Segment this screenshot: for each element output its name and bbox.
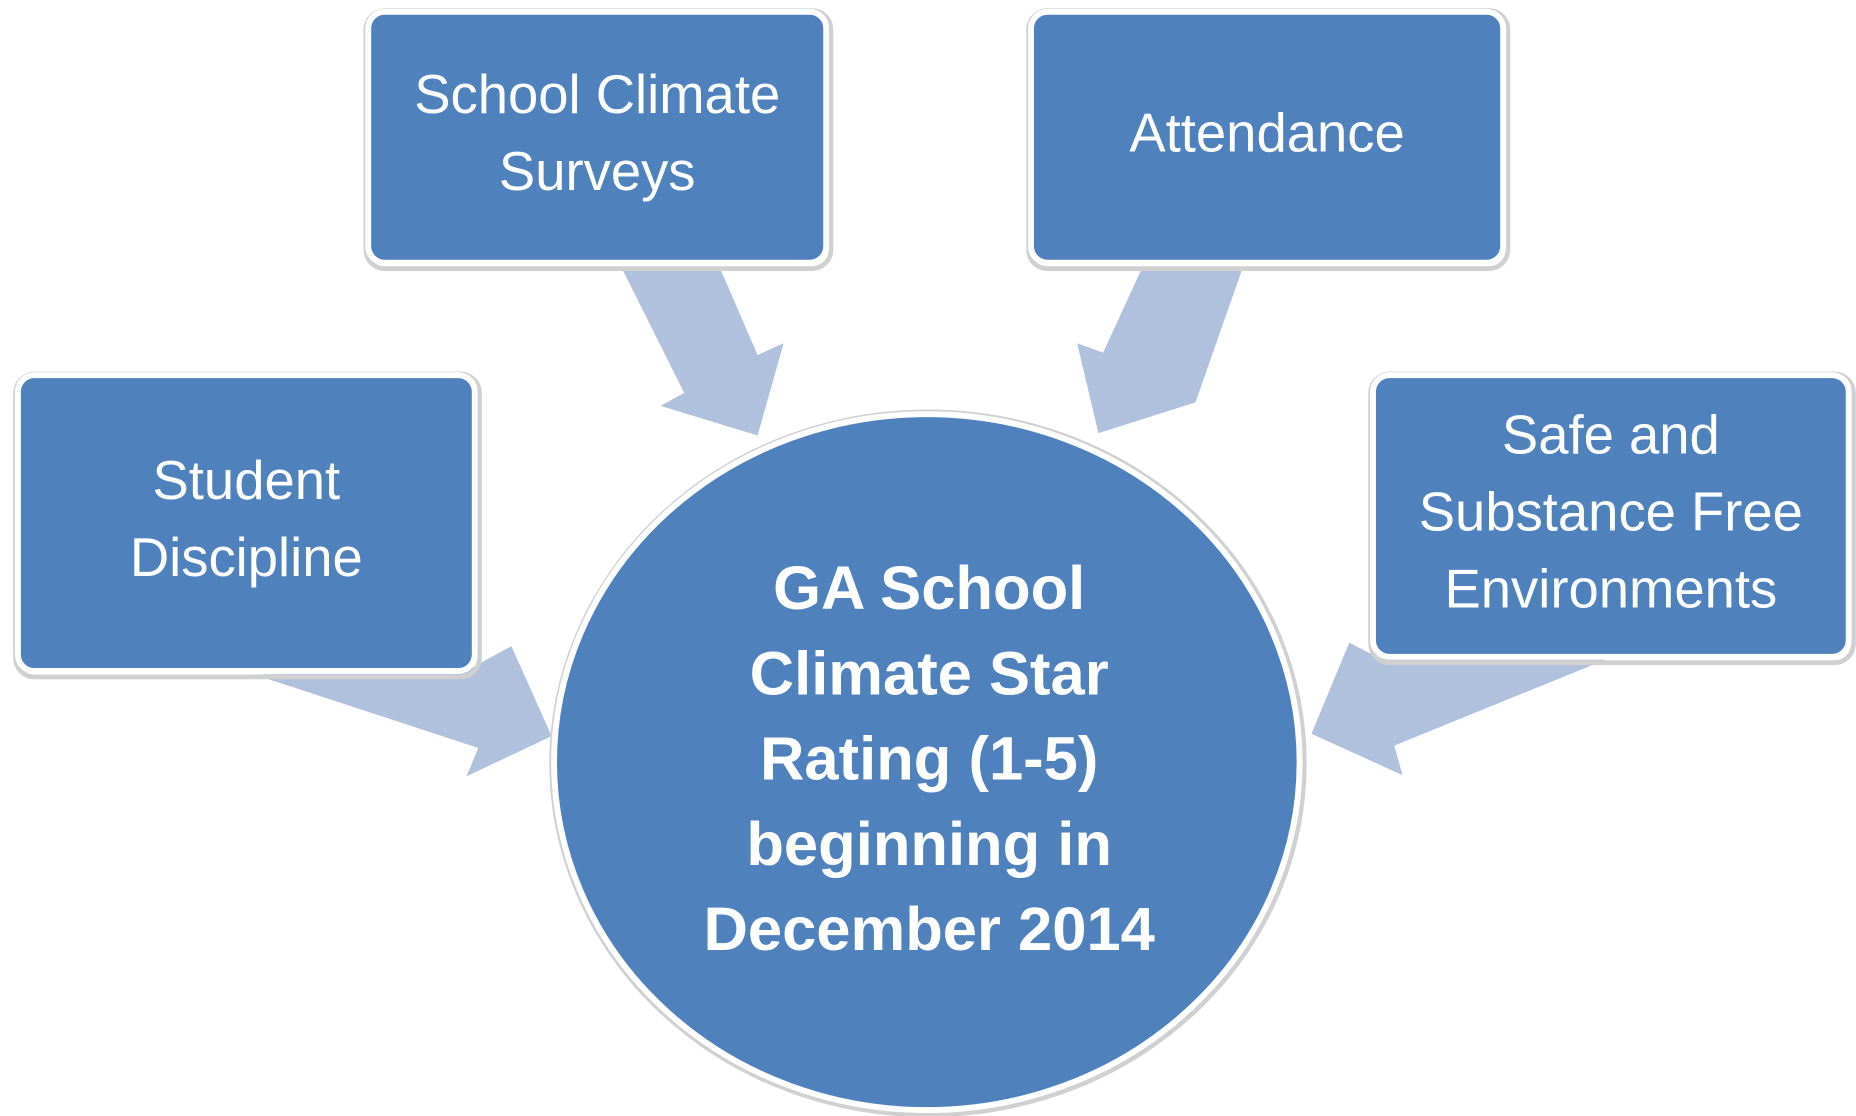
center-label-line: Rating (1-5) [760, 725, 1098, 794]
boxes: Student Discipline School Climate Surveys At… [13, 8, 1856, 680]
box-label: Surveys [499, 141, 696, 202]
center-label-line: December 2014 [703, 895, 1154, 964]
box [14, 372, 478, 674]
box-label: Student [153, 450, 341, 511]
arrow [621, 267, 784, 436]
center-label-line: Climate Star [750, 639, 1109, 708]
center-label-line: GA School [773, 554, 1085, 623]
box [365, 8, 830, 266]
box-label: School Climate [414, 64, 780, 125]
center-label: GA School Climate Star Rating (1-5) beginni… [703, 554, 1154, 964]
box [1370, 372, 1852, 660]
box [1028, 8, 1507, 266]
box-label: Substance Free [1419, 481, 1803, 542]
arrow [1311, 642, 1610, 776]
arrow [1077, 267, 1243, 434]
box-label: Environments [1444, 558, 1777, 619]
box-label: Safe and [1502, 404, 1720, 465]
center-circle [551, 411, 1303, 1114]
center-label-line: beginning in [746, 810, 1112, 879]
box-label: Discipline [130, 527, 363, 588]
box-label: Attendance [1129, 103, 1404, 164]
